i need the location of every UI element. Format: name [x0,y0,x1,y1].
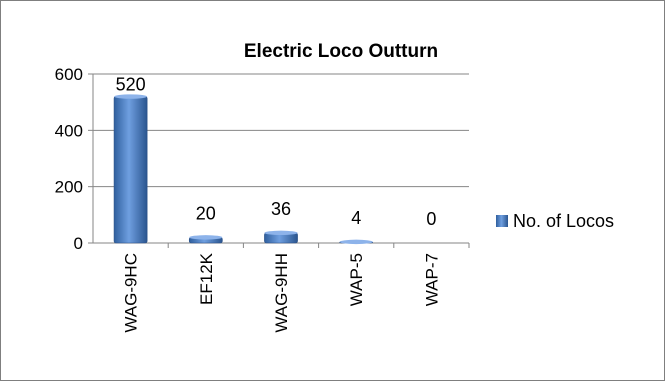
y-tick-label: 0 [74,234,83,253]
data-label-wag-9hc: 520 [116,75,146,95]
y-tick-label: 200 [55,178,83,197]
x-category-label: WAP-7 [422,253,441,306]
bar-top-wag-9hh [264,230,298,236]
data-label-wap-7: 0 [426,209,436,229]
data-label-wap-5: 4 [351,208,361,228]
x-category-label: WAG-9HH [272,253,291,333]
bars [113,94,374,245]
x-category-label: EF12K [197,252,216,305]
x-category-label: WAG-9HC [122,253,141,333]
legend-swatch [496,215,508,227]
bar-top-wag-9hc [114,94,148,99]
bar-top-wap-5 [339,239,373,245]
bar-top-ef12k [189,235,223,240]
data-labels: 520 20 36 4 0 [116,75,437,229]
x-category-label: WAP-5 [347,253,366,306]
bar-wag-9hc [113,96,148,244]
y-tick-label: 600 [55,65,83,84]
chart-title: Electric Loco Outturn [244,41,438,62]
y-tick-label: 400 [55,121,83,140]
legend-label-no-of-locos: No. of Locos [513,211,614,231]
data-label-wag-9hh: 36 [271,199,291,219]
grid-lines [93,73,469,188]
legend: No. of Locos [496,211,614,231]
data-label-ef12k: 20 [196,203,216,223]
